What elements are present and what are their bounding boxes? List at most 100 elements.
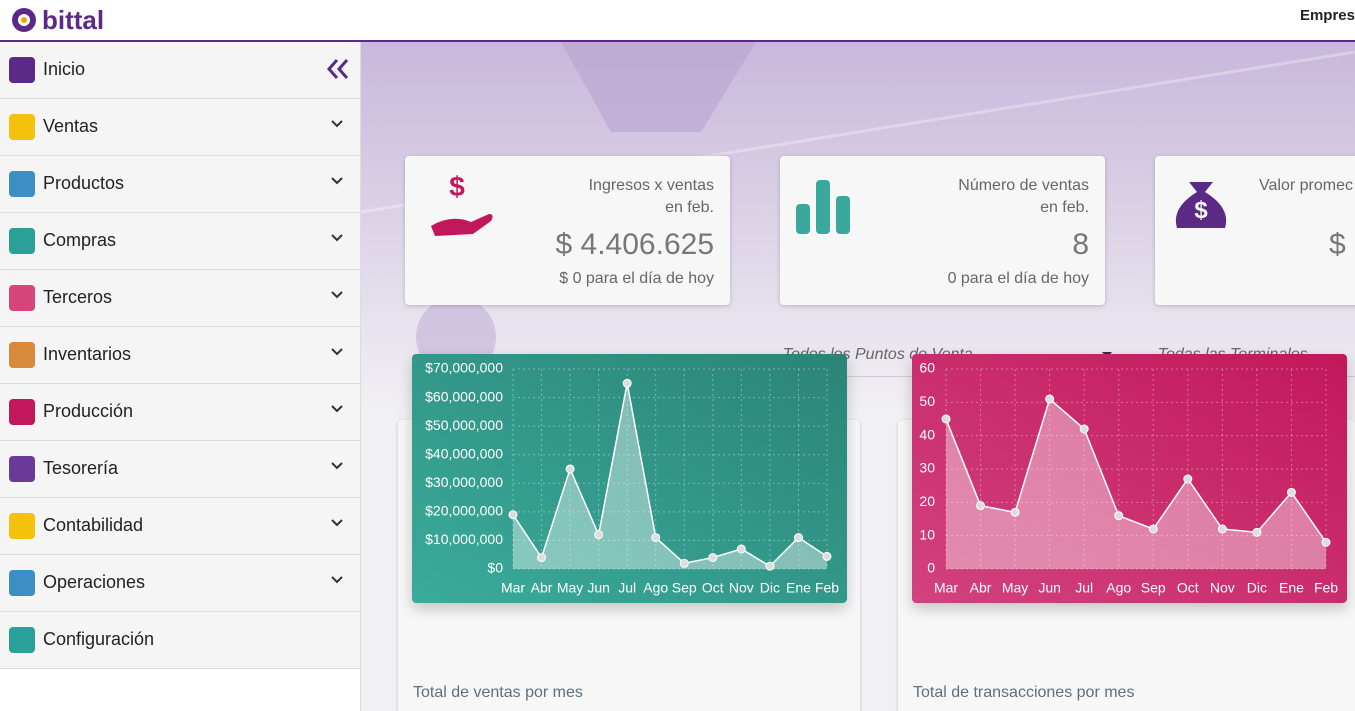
chevron-path — [331, 120, 343, 128]
point[interactable] — [1010, 507, 1020, 517]
point[interactable] — [622, 378, 632, 388]
chevron-path — [331, 234, 343, 242]
chart-bg — [912, 354, 1347, 603]
point[interactable] — [1286, 487, 1296, 497]
y-tick-label: 10 — [919, 526, 935, 542]
sidebar-label: Compras — [43, 230, 117, 250]
y-tick-label: $50,000,000 — [425, 417, 503, 433]
y-tick-label: 40 — [919, 426, 935, 442]
chevron-path — [331, 405, 343, 413]
sidebar-item[interactable]: Terceros — [0, 270, 360, 327]
chevron-path — [331, 348, 343, 356]
chevron — [331, 462, 343, 470]
x-tick-label: Sep — [1141, 580, 1166, 596]
point[interactable] — [941, 414, 951, 424]
point[interactable] — [822, 551, 832, 561]
point[interactable] — [508, 510, 518, 520]
sidebar-item[interactable]: Ventas — [0, 99, 360, 156]
x-tick-label: Jul — [618, 580, 636, 596]
card-icon: $ — [431, 174, 493, 236]
point[interactable] — [1217, 524, 1227, 534]
card-period: en feb. — [665, 199, 714, 216]
sidebar-icon — [9, 456, 35, 482]
chevron — [331, 120, 343, 128]
x-tick-label: Oct — [702, 580, 724, 596]
card-icon — [796, 180, 850, 234]
sidebar-label: Inicio — [43, 59, 86, 79]
chevron-path — [331, 519, 343, 527]
logo[interactable]: bittal — [42, 5, 105, 35]
sidebar-label: Operaciones — [43, 572, 146, 592]
stat-card: $ Valor promec $ — [1155, 156, 1355, 305]
x-tick-label: Dic — [760, 580, 780, 596]
point[interactable] — [1252, 527, 1262, 537]
stat-card: $ Ingresos x ventas en feb. $ 4.406.625 $ 0 … — [405, 156, 730, 305]
point[interactable] — [651, 533, 661, 543]
x-tick-label: Mar — [501, 580, 525, 596]
main: $ Ingresos x ventas en feb. $ 4.406.625 $ 0 … — [361, 42, 1355, 711]
sidebar-item[interactable]: Productos — [0, 156, 360, 213]
chevron — [331, 348, 343, 356]
line — [512, 383, 828, 568]
point[interactable] — [565, 464, 575, 474]
point[interactable] — [708, 553, 718, 563]
sidebar-item[interactable]: Operaciones — [0, 555, 360, 612]
x-tick-label: Ago — [1106, 580, 1131, 596]
stat-card: Número de ventas en feb. 8 0 para el día de… — [780, 156, 1105, 305]
sidebar-item[interactable]: Inventarios — [0, 327, 360, 384]
card-period: en feb. — [1040, 199, 1089, 216]
sidebar-label: Inventarios — [43, 344, 132, 364]
point[interactable] — [594, 530, 604, 540]
logo-icon — [12, 8, 36, 32]
x-tick-label: Ene — [1279, 580, 1304, 596]
area — [513, 383, 827, 569]
point[interactable] — [765, 561, 775, 571]
sidebar-item[interactable]: Tesorería — [0, 441, 360, 498]
chart: 0 10 20 30 40 50 60 Mar Abr May Jun Jul Ago Sep Oct Nov… — [912, 354, 1347, 603]
x-tick-label: Nov — [1210, 580, 1235, 596]
x-tick-label: Nov — [729, 580, 754, 596]
sidebar-icon — [9, 342, 35, 368]
company[interactable]: Empres — [1299, 7, 1355, 24]
point[interactable] — [1045, 394, 1055, 404]
point[interactable] — [736, 544, 746, 554]
x-tick-label: Abr — [531, 580, 553, 596]
card-value: $ 4.406.625 — [555, 228, 714, 261]
chevron-path — [331, 462, 343, 470]
card-today: 0 para el día de hoy — [947, 270, 1089, 287]
sidebar-item[interactable]: Inicio — [0, 42, 360, 99]
chevron — [331, 291, 343, 299]
chevron — [331, 576, 343, 584]
point[interactable] — [1183, 474, 1193, 484]
point[interactable] — [1148, 524, 1158, 534]
y-tick-label: $70,000,000 — [425, 360, 503, 376]
sidebar-label: Producción — [43, 401, 134, 421]
sidebar-item[interactable]: Configuración — [0, 612, 360, 669]
sidebar-label: Terceros — [43, 287, 113, 307]
point[interactable] — [976, 501, 986, 511]
sidebar-item[interactable]: Producción — [0, 384, 360, 441]
collapse[interactable] — [326, 58, 350, 80]
point[interactable] — [1079, 424, 1089, 434]
sidebar-item[interactable]: Contabilidad — [0, 498, 360, 555]
point[interactable] — [537, 553, 547, 563]
point[interactable] — [1321, 537, 1331, 547]
sidebar-icon — [9, 627, 35, 653]
sidebar: Inicio Ventas Productos Compras Terceros Inve… — [0, 42, 361, 711]
card-value: $ — [1329, 228, 1346, 261]
card-title: Valor promec — [1259, 175, 1353, 197]
y-tick-label: 30 — [919, 460, 935, 476]
point[interactable] — [679, 558, 689, 568]
y-tick-label: $30,000,000 — [425, 474, 503, 490]
y-tick-label: 20 — [919, 493, 935, 509]
card-today: $ 0 para el día de hoy — [559, 270, 714, 287]
sidebar-item[interactable]: Compras — [0, 213, 360, 270]
chart: $0 $10,000,000 $20,000,000 $30,000,000 $40,0… — [412, 354, 847, 603]
card-title-text: Valor promec — [1259, 177, 1353, 194]
point[interactable] — [793, 533, 803, 543]
chevron — [331, 177, 343, 185]
point[interactable] — [1114, 511, 1124, 521]
chart-caption: Total de ventas por mes — [413, 684, 583, 701]
x-tick-label: Dic — [1247, 580, 1267, 596]
